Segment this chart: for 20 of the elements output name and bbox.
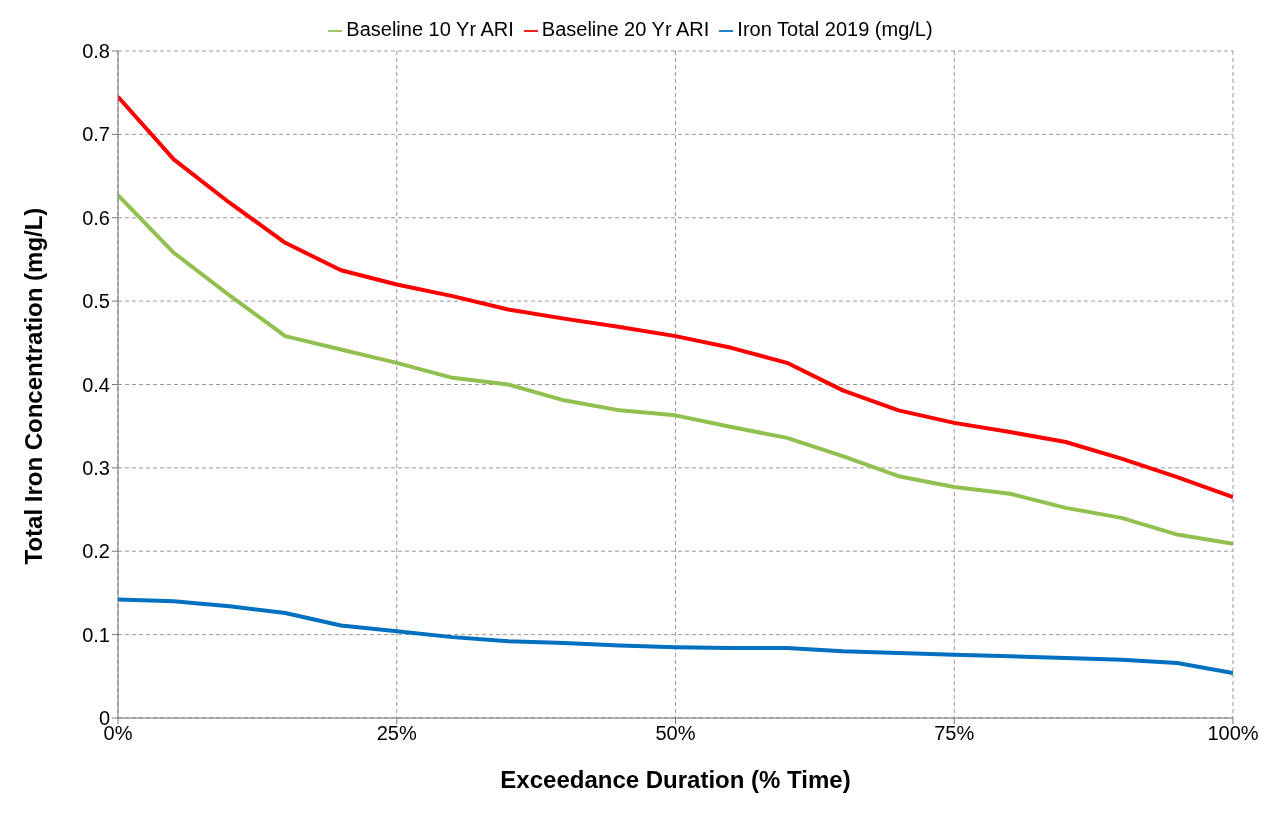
y-tick-label: 0.3 [82,456,110,479]
y-tick-label: 0.8 [82,40,110,63]
x-tick-label: 50% [655,722,696,745]
y-tick-label: 0.2 [82,540,110,563]
y-tick-label: 0.5 [82,290,110,313]
line-series [118,193,1233,546]
line-series [118,597,1233,675]
x-tick-label: 75% [934,722,975,745]
x-tick-label: 100% [1207,722,1259,745]
x-tick-label: 25% [376,722,417,745]
legend-label: Iron Total 2019 (mg/L) [737,18,933,40]
y-tick-label: 0.7 [82,123,110,146]
y-tick-label: 0.6 [82,206,110,229]
legend-label: Baseline 10 Yr ARI [346,18,514,40]
y-tick-label: 0.1 [82,623,110,646]
y-tick-label: 0.4 [82,373,110,396]
x-axis-title: Exceedance Duration (% Time) [500,766,851,793]
legend-label: Baseline 20 Yr ARI [541,18,710,40]
y-axis-title: Total Iron Concentration (mg/L) [19,207,47,565]
line-series [118,94,1233,500]
